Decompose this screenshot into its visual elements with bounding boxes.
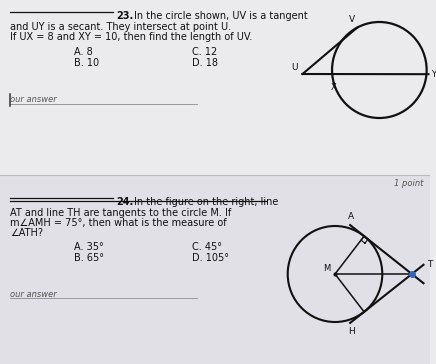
Text: C. 12: C. 12 [192, 47, 218, 57]
Text: m∠AMH = 75°, then what is the measure of: m∠AMH = 75°, then what is the measure of [10, 218, 226, 228]
Text: H: H [348, 327, 354, 336]
Text: 1 point: 1 point [394, 179, 424, 188]
Text: X: X [331, 83, 337, 92]
Text: Y: Y [431, 70, 436, 79]
Text: B. 10: B. 10 [74, 58, 99, 68]
Text: C. 45°: C. 45° [192, 242, 222, 252]
Text: A: A [348, 212, 354, 221]
Text: T: T [427, 260, 433, 269]
Bar [0, 0, 429, 175]
Text: M: M [323, 264, 330, 273]
Text: U: U [291, 63, 297, 72]
Text: our answer: our answer [10, 290, 57, 299]
Text: In the circle shown, UV is a tangent: In the circle shown, UV is a tangent [134, 11, 308, 21]
Text: AT and line TH are tangents to the circle M. If: AT and line TH are tangents to the circl… [10, 208, 231, 218]
Text: A. 8: A. 8 [74, 47, 92, 57]
Text: 23.: 23. [116, 11, 133, 21]
Text: A. 35°: A. 35° [74, 242, 104, 252]
Text: D. 105°: D. 105° [192, 253, 229, 263]
Text: ∠ATH?: ∠ATH? [10, 228, 43, 238]
Text: In the figure on the right, line: In the figure on the right, line [134, 197, 278, 207]
Text: If UX = 8 and XY = 10, then find the length of UV.: If UX = 8 and XY = 10, then find the len… [10, 32, 252, 42]
Text: V: V [349, 15, 355, 24]
Text: D. 18: D. 18 [192, 58, 218, 68]
Text: 24.: 24. [116, 197, 133, 207]
Text: our answer: our answer [10, 95, 57, 104]
Bar [0, 175, 429, 364]
Text: B. 65°: B. 65° [74, 253, 104, 263]
Text: and UY is a secant. They intersect at point U.: and UY is a secant. They intersect at po… [10, 22, 231, 32]
